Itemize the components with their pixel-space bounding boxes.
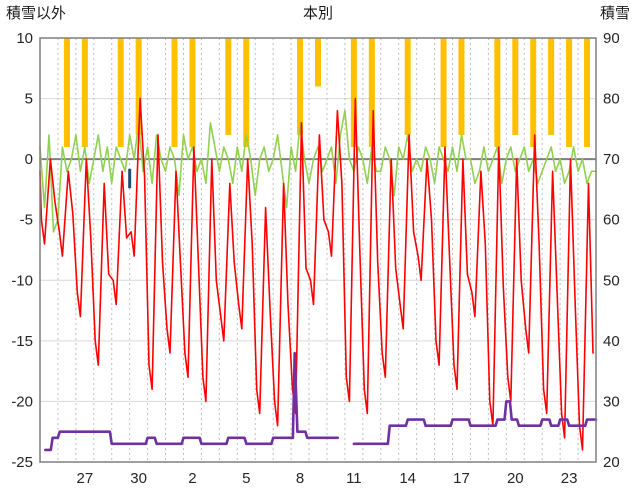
right-axis-title: 積雪: [599, 5, 630, 22]
x-tick-label: 5: [242, 470, 250, 487]
sunshine-bars: [135, 38, 142, 135]
sunshine-bars: [117, 38, 124, 148]
right-tick-label: 80: [603, 91, 620, 108]
x-tick-label: 23: [561, 470, 578, 487]
left-tick-label: -10: [11, 272, 33, 289]
right-tick-label: 60: [603, 212, 620, 229]
left-tick-label: -20: [11, 393, 33, 410]
sunshine-bars: [566, 38, 573, 148]
precip-mark: [128, 168, 132, 189]
green-line: [39, 109, 597, 233]
x-tick-label: 14: [399, 470, 416, 487]
chart-title: 本別: [302, 5, 333, 22]
sunshine-bars: [458, 38, 465, 135]
sunshine-bars: [350, 38, 357, 148]
sunshine-bars: [512, 38, 519, 135]
right-tick-label: 40: [603, 333, 620, 350]
right-tick-label: 70: [603, 151, 620, 168]
sunshine-bars: [530, 38, 537, 148]
left-axis-title: 積雪以外: [6, 5, 67, 22]
sunshine-bars: [584, 38, 591, 148]
snow-depth-line: [352, 400, 598, 446]
sunshine-bars: [189, 38, 196, 148]
x-tick-label: 11: [346, 470, 362, 487]
x-tick-label: 20: [507, 470, 524, 487]
left-tick-label: 10: [16, 30, 33, 47]
sunshine-bars: [225, 38, 232, 135]
x-tick-label: 2: [188, 470, 196, 487]
sunshine-bars: [315, 38, 321, 87]
sunshine-bars: [81, 38, 88, 148]
snow-depth-line: [44, 351, 339, 452]
temperature-line: [39, 97, 594, 451]
right-tick-label: 50: [603, 272, 620, 289]
sunshine-bars: [63, 38, 70, 148]
right-tick-label: 30: [603, 393, 620, 410]
x-tick-label: 17: [453, 470, 470, 487]
left-tick-label: -15: [11, 333, 33, 350]
sunshine-bars: [171, 38, 178, 148]
sunshine-bars: [243, 38, 250, 148]
x-tick-label: 30: [130, 470, 147, 487]
x-tick-label: 27: [76, 470, 93, 487]
x-tick-label: 8: [296, 470, 304, 487]
plot-border: [39, 37, 597, 463]
left-tick-label: 0: [25, 151, 33, 168]
sunshine-bars: [494, 38, 501, 148]
sunshine-bars: [297, 38, 304, 135]
sunshine-bars: [368, 38, 375, 148]
left-tick-label: 5: [25, 91, 33, 108]
sunshine-bars: [548, 38, 555, 135]
sunshine-bars: [440, 38, 447, 148]
right-tick-label: 20: [603, 454, 620, 471]
sunshine-bars: [404, 38, 411, 135]
right-tick-label: 90: [603, 30, 620, 47]
left-tick-label: -25: [11, 454, 33, 471]
left-tick-label: -5: [20, 212, 33, 229]
